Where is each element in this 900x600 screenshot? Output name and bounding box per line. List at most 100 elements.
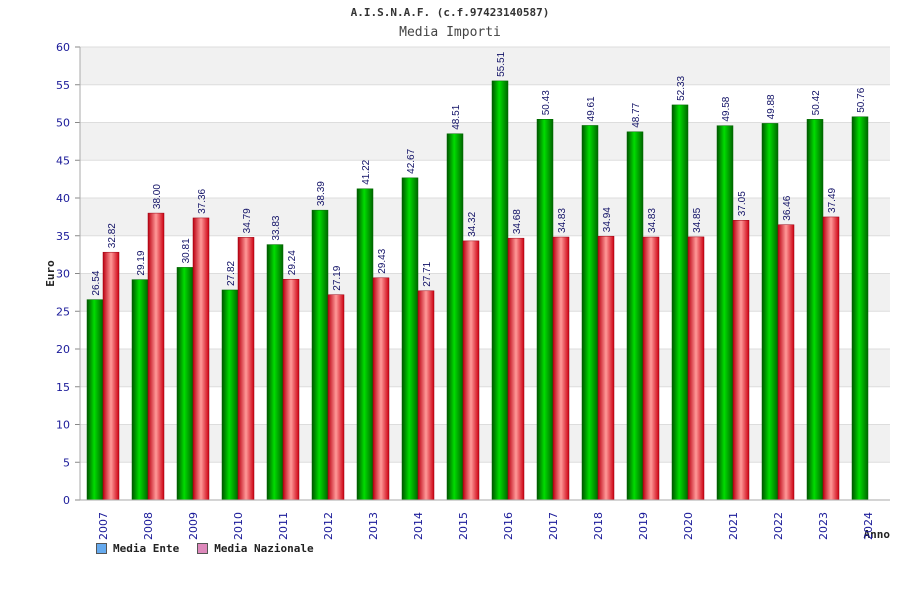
data-label-media-ente: 48.77 — [631, 102, 642, 127]
bar-media-ente — [446, 133, 464, 501]
data-label-media-ente: 55.51 — [496, 51, 507, 76]
bar-media-nazionale — [822, 216, 840, 501]
data-label-media-nazionale: 34.79 — [242, 208, 253, 233]
x-tick-label: 2024 — [862, 512, 875, 540]
bar-media-ente — [851, 116, 869, 501]
bar-media-ente — [671, 104, 689, 501]
bar-media-nazionale — [417, 290, 435, 501]
bar-media-nazionale — [327, 294, 345, 501]
data-label-media-ente: 38.39 — [316, 181, 327, 206]
data-label-media-nazionale: 36.46 — [782, 195, 793, 220]
legend-swatch-media-nazionale — [197, 543, 209, 554]
x-tick-label: 2009 — [187, 512, 200, 540]
data-label-media-nazionale: 34.94 — [602, 207, 613, 232]
grid-band — [80, 349, 890, 387]
x-tick-label: 2019 — [637, 512, 650, 540]
chart-title: A.I.S.N.A.F. (c.f.97423140587) — [350, 6, 550, 19]
grid-band — [80, 198, 890, 236]
bar-media-nazionale — [102, 251, 120, 501]
y-tick-label: 55 — [56, 79, 70, 92]
y-tick-label: 20 — [56, 343, 70, 356]
data-label-media-ente: 26.54 — [91, 270, 102, 295]
data-label-media-nazionale: 34.83 — [647, 208, 658, 233]
grid-band — [80, 47, 890, 85]
x-tick-label: 2011 — [277, 512, 290, 540]
data-label-media-nazionale: 38.00 — [152, 184, 163, 209]
bar-media-nazionale — [147, 212, 165, 501]
bar-media-ente — [581, 125, 599, 501]
data-label-media-ente: 41.22 — [361, 159, 372, 184]
y-tick-label: 5 — [63, 456, 70, 469]
y-tick-label: 45 — [56, 154, 70, 167]
y-tick-label: 30 — [56, 268, 70, 281]
legend-item-media-ente: Media Ente — [96, 542, 179, 555]
y-tick-label: 35 — [56, 230, 70, 243]
bar-media-ente — [131, 279, 149, 501]
y-tick-label: 0 — [63, 494, 70, 507]
data-label-media-ente: 42.67 — [406, 148, 417, 173]
data-label-media-nazionale: 34.83 — [557, 208, 568, 233]
x-tick-label: 2012 — [322, 512, 335, 540]
data-label-media-nazionale: 27.19 — [332, 265, 343, 290]
bar-media-ente — [761, 123, 779, 501]
data-label-media-ente: 49.58 — [721, 96, 732, 121]
bar-media-ente — [491, 80, 509, 501]
bar-media-nazionale — [237, 237, 255, 501]
data-label-media-ente: 49.88 — [766, 94, 777, 119]
bar-media-nazionale — [597, 235, 615, 501]
bar-media-nazionale — [777, 224, 795, 501]
data-label-media-nazionale: 37.36 — [197, 188, 208, 213]
y-axis-label: Euro — [44, 260, 57, 287]
x-tick-label: 2021 — [727, 512, 740, 540]
grid-band — [80, 424, 890, 463]
bar-media-nazionale — [642, 236, 660, 501]
chart-legend: Media Ente Media Nazionale — [96, 542, 314, 555]
x-tick-label: 2017 — [547, 512, 560, 540]
bar-media-nazionale — [687, 236, 705, 501]
bar-media-nazionale — [507, 237, 525, 501]
data-label-media-nazionale: 32.82 — [107, 223, 118, 248]
x-tick-label: 2007 — [97, 512, 110, 540]
bar-media-ente — [626, 131, 644, 501]
y-tick-label: 40 — [56, 192, 70, 205]
x-tick-label: 2013 — [367, 512, 380, 540]
x-tick-label: 2018 — [592, 512, 605, 540]
data-label-media-ente: 33.83 — [271, 215, 282, 240]
legend-label-media-ente: Media Ente — [113, 542, 180, 555]
legend-item-media-nazionale: Media Nazionale — [197, 542, 314, 555]
chart-subtitle: Media Importi — [399, 25, 501, 40]
data-label-media-ente: 49.61 — [586, 96, 597, 121]
data-label-media-nazionale: 34.85 — [692, 207, 703, 232]
x-tick-label: 2022 — [772, 512, 785, 540]
bar-media-ente — [356, 188, 374, 501]
bar-media-ente — [86, 299, 104, 501]
x-tick-label: 2020 — [682, 512, 695, 540]
data-label-media-ente: 48.51 — [451, 104, 462, 129]
data-label-media-ente: 27.82 — [226, 260, 237, 285]
data-label-media-ente: 50.43 — [541, 90, 552, 115]
data-label-media-nazionale: 34.68 — [512, 209, 523, 234]
x-tick-label: 2014 — [412, 512, 425, 540]
grid-band — [80, 122, 890, 161]
data-label-media-ente: 52.33 — [676, 75, 687, 100]
y-tick-label: 60 — [56, 41, 70, 54]
bar-media-nazionale — [282, 278, 300, 501]
y-tick-label: 10 — [56, 419, 70, 432]
x-tick-label: 2010 — [232, 512, 245, 540]
y-tick-label: 50 — [56, 117, 70, 130]
bar-media-nazionale — [372, 277, 390, 501]
data-label-media-ente: 30.81 — [181, 238, 192, 263]
data-label-media-ente: 50.42 — [811, 90, 822, 115]
legend-swatch-media-ente — [96, 543, 107, 554]
x-tick-label: 2008 — [142, 512, 155, 540]
bar-media-ente — [176, 267, 194, 501]
grid-band — [80, 273, 890, 312]
bar-media-ente — [221, 289, 239, 501]
bar-media-ente — [716, 125, 734, 501]
data-label-media-nazionale: 27.71 — [422, 261, 433, 286]
y-tick-label: 25 — [56, 305, 70, 318]
x-tick-label: 2016 — [502, 512, 515, 540]
y-tick-label: 15 — [56, 381, 70, 394]
bar-media-nazionale — [192, 217, 210, 501]
